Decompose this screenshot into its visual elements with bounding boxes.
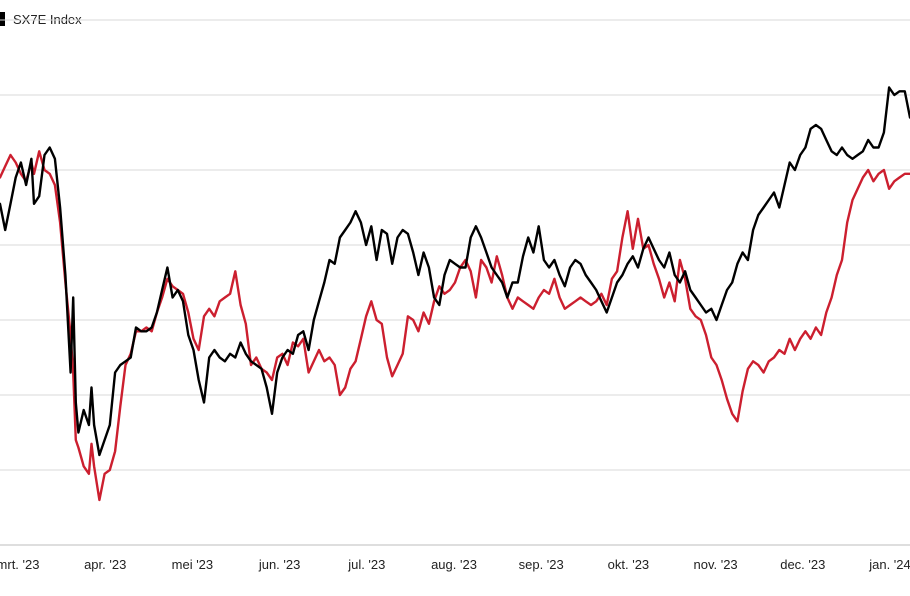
gridlines (0, 19, 910, 546)
x-tick-label-5: aug. '23 (431, 557, 477, 572)
x-tick-label-2: mei '23 (172, 557, 214, 572)
x-tick-label-0: mrt. '23 (0, 557, 39, 572)
series-lines (0, 86, 910, 502)
legend: SX7E Index (0, 9, 82, 29)
x-tick-label-6: sep. '23 (519, 557, 564, 572)
x-tick-label-4: jul. '23 (347, 557, 385, 572)
x-tick-label-9: dec. '23 (780, 557, 825, 572)
x-axis-ticks: mrt. '23 apr. '23 mei '23 jun. '23 jul. '23 a… (0, 557, 910, 572)
x-tick-label-3: jun. '23 (258, 557, 301, 572)
legend-label-sx7e: SX7E Index (13, 11, 82, 27)
x-tick-label-10: jan. '24 (868, 557, 910, 572)
x-tick-label-7: okt. '23 (608, 557, 650, 572)
series-line-0 (0, 86, 910, 457)
legend-swatch-sx7e (0, 12, 5, 26)
series-line-1 (0, 150, 910, 502)
x-tick-label-8: nov. '23 (694, 557, 738, 572)
x-tick-label-1: apr. '23 (84, 557, 126, 572)
